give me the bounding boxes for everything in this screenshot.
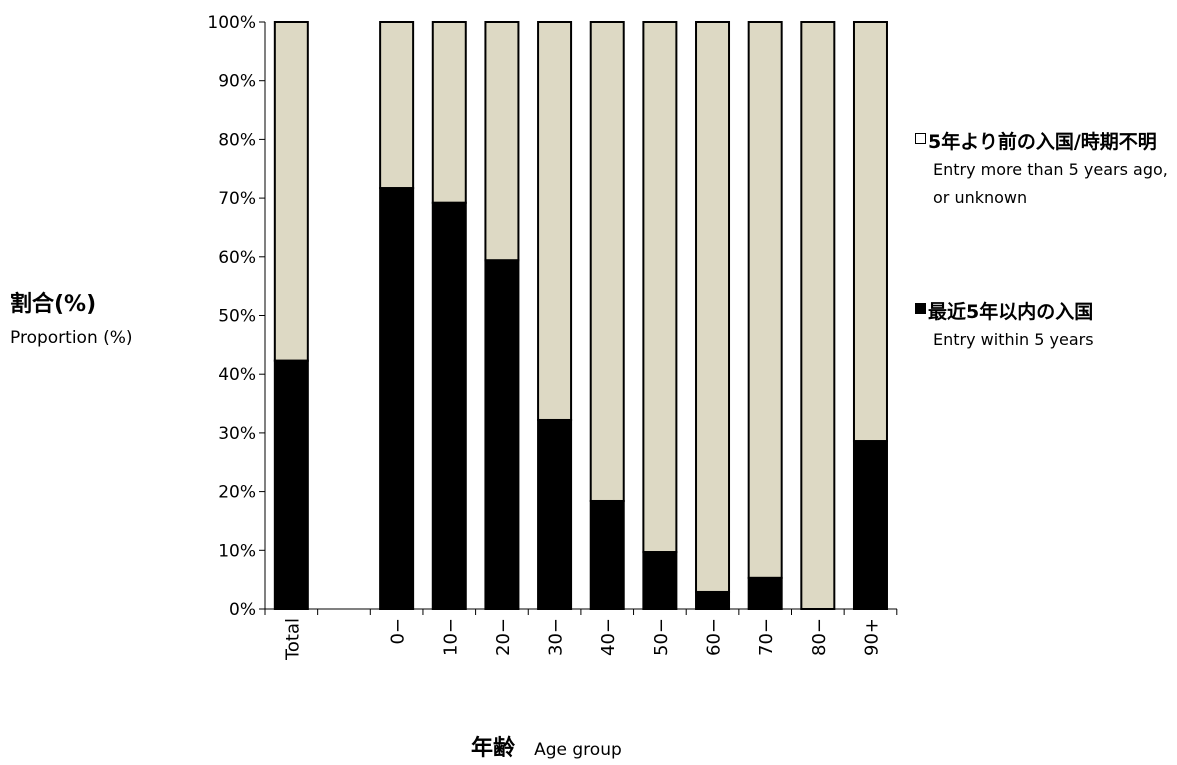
x-tick-label: 40−	[598, 618, 619, 656]
bar-segment-recent-entry	[431, 201, 467, 611]
bar-segment-recent-entry	[747, 576, 783, 610]
bar-segment-older-entry	[484, 21, 520, 262]
bar-segment-recent-entry	[273, 359, 309, 610]
y-tick-label: 60%	[218, 248, 256, 268]
legend-label-ja: 最近5年以内の入国	[928, 301, 1094, 323]
y-tick-label: 40%	[218, 365, 256, 385]
y-axis-title-ja: 割合(%)	[10, 292, 97, 317]
bar-segment-recent-entry	[642, 551, 678, 610]
legend-item-older-entry: 5年より前の入国/時期不明 Entry more than 5 years ag…	[915, 128, 1173, 212]
x-axis-title-en: Age group	[534, 740, 622, 760]
bar-segment-recent-entry	[852, 440, 888, 611]
bar-segment-older-entry	[589, 21, 625, 502]
bar-segment-recent-entry	[537, 418, 573, 610]
y-tick-label: 90%	[218, 72, 256, 92]
bar-segment-older-entry	[642, 21, 678, 554]
x-tick-label: 60−	[704, 618, 725, 656]
y-tick-label: 20%	[218, 483, 256, 503]
bar-segment-older-entry	[695, 21, 731, 593]
y-tick-label: 70%	[218, 189, 256, 209]
x-tick-label: 80−	[809, 618, 830, 656]
bar-segment-older-entry	[273, 21, 309, 362]
legend-label-ja: 5年より前の入国/時期不明	[928, 131, 1157, 153]
bar-segment-recent-entry	[484, 259, 520, 610]
x-axis-title: 年齢 Age group	[471, 730, 622, 762]
x-tick-label: 30−	[546, 618, 567, 656]
legend-label-en: Entry more than 5 years ago, or unknown	[933, 160, 1168, 207]
bar-segment-recent-entry	[379, 187, 415, 610]
y-tick-label: 10%	[218, 541, 256, 561]
x-tick-label: 70−	[756, 618, 777, 656]
y-tick-label: 100%	[207, 13, 256, 33]
bar-segment-recent-entry	[695, 590, 731, 610]
x-tick-label: 50−	[651, 618, 672, 656]
y-tick-label: 30%	[218, 424, 256, 444]
x-tick-label: 0−	[388, 618, 409, 645]
bar-segment-older-entry	[747, 21, 783, 579]
y-tick-label: 80%	[218, 130, 256, 150]
y-tick-label: 50%	[218, 307, 256, 327]
legend-swatch-light	[915, 133, 926, 144]
y-tick-label: 0%	[229, 600, 256, 620]
x-axis-title-ja: 年齢	[471, 736, 516, 761]
bar-segment-older-entry	[800, 21, 836, 610]
x-tick-label: Total	[282, 618, 303, 661]
legend-label-en: Entry within 5 years	[933, 330, 1094, 349]
x-tick-label: 20−	[493, 618, 514, 656]
legend-swatch-dark	[915, 303, 926, 314]
bar-segment-older-entry	[379, 21, 415, 190]
bar-segment-older-entry	[852, 21, 888, 443]
x-tick-label: 90+	[861, 618, 882, 656]
bar-segment-older-entry	[431, 21, 467, 204]
y-axis-title-en: Proportion (%)	[10, 328, 133, 348]
bar-segment-recent-entry	[589, 499, 625, 611]
legend-item-recent-entry: 最近5年以内の入国 Entry within 5 years	[915, 298, 1173, 354]
x-tick-label: 10−	[440, 618, 461, 656]
bar-segment-older-entry	[537, 21, 573, 421]
